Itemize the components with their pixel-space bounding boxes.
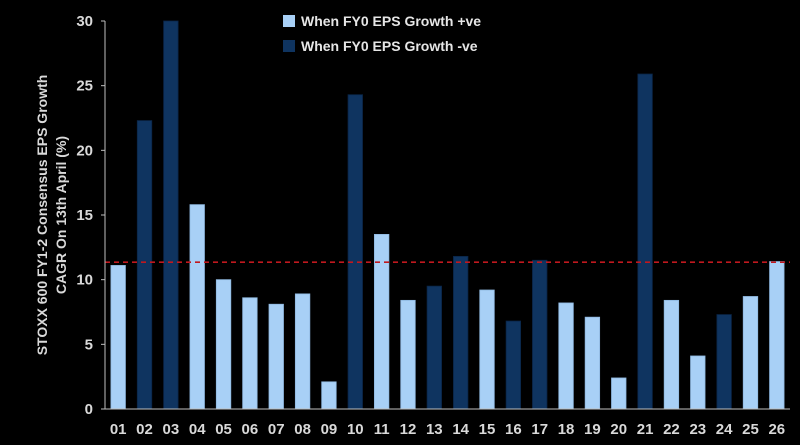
bar-09 [321, 381, 337, 410]
y-tick-labels: 0 5 10 15 20 25 30 [76, 13, 93, 418]
x-tick-label-02: 02 [136, 421, 153, 438]
legend-swatch-positive [283, 15, 295, 27]
bar-02 [136, 120, 153, 410]
bar-01 [110, 265, 126, 410]
x-tick-label-13: 13 [426, 421, 443, 438]
x-tick-label-17: 17 [531, 421, 548, 438]
bar-22 [663, 299, 680, 410]
axes [101, 20, 790, 410]
x-tick-label-04: 04 [189, 421, 206, 438]
bar-21 [637, 73, 653, 410]
bar-26 [769, 261, 785, 410]
x-tick-label-15: 15 [479, 421, 496, 438]
bar-25 [742, 296, 759, 410]
y-axis-label: STOXX 600 FY1-2 Consensus EPS Growth CAG… [34, 75, 69, 356]
x-tick-label-21: 21 [637, 421, 654, 438]
bar-10 [347, 94, 363, 410]
bar-06 [242, 297, 258, 410]
bar-13 [426, 285, 442, 410]
x-tick-label-22: 22 [663, 421, 680, 438]
bar-19 [584, 316, 601, 410]
bar-05 [215, 279, 232, 410]
x-tick-label-14: 14 [452, 421, 469, 438]
y-axis-label-line-1: STOXX 600 FY1-2 Consensus EPS Growth [34, 75, 50, 356]
bar-12 [400, 299, 416, 410]
y-tick-label: 0 [85, 401, 93, 418]
y-tick-label: 30 [76, 13, 93, 30]
bar-series [110, 20, 785, 410]
x-tick-label-03: 03 [163, 421, 180, 438]
bar-03 [163, 20, 179, 410]
x-tick-label-16: 16 [505, 421, 522, 438]
x-tick-label-11: 11 [374, 421, 390, 438]
legend-swatch-negative [283, 40, 295, 52]
x-tick-label-19: 19 [584, 421, 601, 438]
bar-14 [453, 255, 469, 410]
y-tick-label: 10 [76, 272, 93, 289]
x-tick-label-23: 23 [689, 421, 706, 438]
bar-07 [268, 303, 284, 410]
bar-04 [189, 204, 205, 410]
x-tick-label-25: 25 [742, 421, 759, 438]
x-tick-label-26: 26 [768, 421, 785, 438]
x-tick-label-20: 20 [610, 421, 627, 438]
bar-20 [611, 377, 627, 410]
y-tick-label: 20 [76, 142, 93, 159]
y-axis-label-line-2: CAGR On 13th April (%) [53, 136, 69, 294]
x-tick-label-07: 07 [268, 421, 285, 438]
bar-24 [716, 314, 732, 410]
x-tick-label-24: 24 [716, 421, 733, 438]
y-tick-label: 25 [76, 78, 93, 95]
legend: When FY0 EPS Growth +ve When FY0 EPS Gro… [283, 13, 481, 54]
x-tick-label-05: 05 [215, 421, 232, 438]
bar-23 [690, 355, 706, 410]
legend-label-positive: When FY0 EPS Growth +ve [301, 13, 481, 29]
x-tick-label-18: 18 [558, 421, 575, 438]
bar-16 [505, 320, 522, 410]
y-tick-label: 15 [76, 207, 93, 224]
bar-18 [558, 302, 574, 410]
x-tick-label-12: 12 [400, 421, 417, 438]
bar-11 [373, 233, 390, 410]
x-tick-label-06: 06 [242, 421, 259, 438]
bar-08 [294, 293, 311, 410]
x-tick-label-01: 01 [110, 421, 127, 438]
x-tick-label-09: 09 [321, 421, 338, 438]
legend-label-negative: When FY0 EPS Growth -ve [301, 38, 478, 54]
x-tick-label-08: 08 [294, 421, 311, 438]
bar-15 [479, 289, 495, 410]
x-tick-label-10: 10 [347, 421, 364, 438]
y-tick-label: 5 [85, 336, 93, 353]
bar-17 [532, 259, 548, 410]
x-tick-labels: 01 02 03 04 05 06 07 08 09 10 11 12 13 14 15 16 17 18 19 20… [110, 421, 785, 438]
